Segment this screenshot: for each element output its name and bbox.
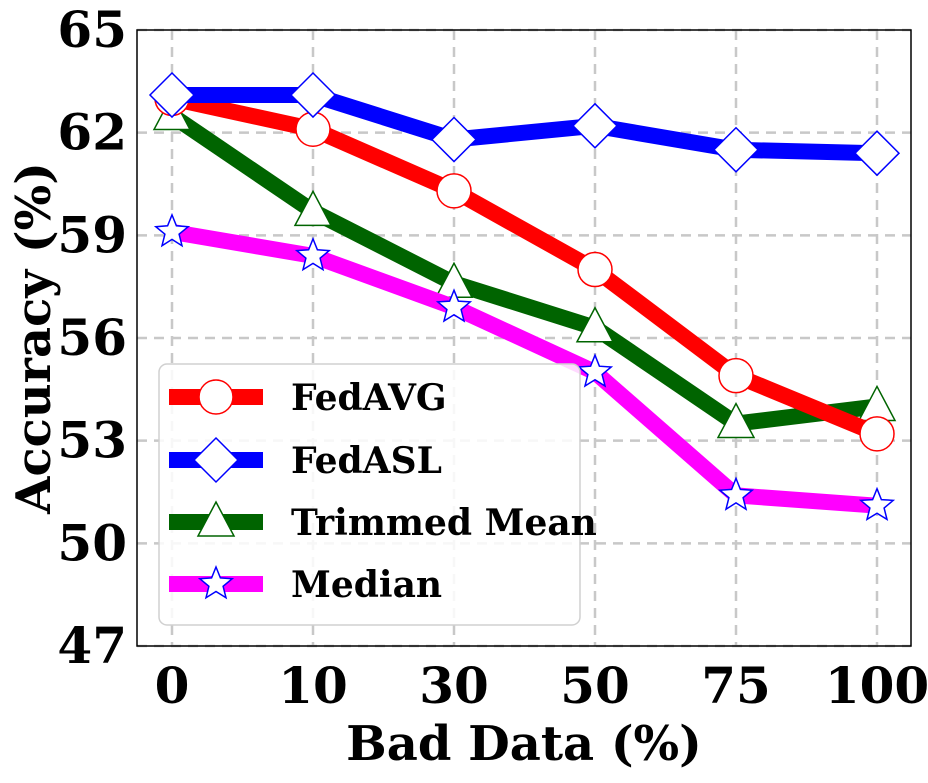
series-line	[170, 224, 878, 514]
data-point-star	[153, 212, 191, 248]
x-tick-label: 100	[825, 656, 928, 715]
series-fedavg	[154, 80, 895, 452]
legend-marker-circle	[198, 379, 234, 415]
series-line	[172, 87, 878, 162]
legend-item: Trimmed Mean	[169, 500, 597, 544]
y-tick-label: 65	[57, 0, 127, 59]
x-tick-label: 75	[701, 656, 771, 715]
tick-labels: 0 10 30 50 75 100 47 50 53 56 59 62 65	[57, 0, 928, 715]
legend-item: Median	[169, 564, 442, 606]
data-point-diamond	[148, 71, 196, 119]
x-tick-label: 10	[278, 656, 348, 715]
legend-item: FedAVG	[169, 377, 447, 419]
legend-marker-star	[197, 564, 235, 600]
series-line	[167, 108, 878, 432]
y-tick-label: 56	[57, 308, 127, 367]
legend-marker-diamond	[192, 436, 240, 484]
legend-label: Median	[291, 564, 442, 606]
x-axis-label: Bad Data (%)	[346, 716, 702, 772]
data-point-circle	[436, 173, 472, 209]
data-point-diamond	[712, 126, 760, 173]
y-axis-label: Accuracy (%)	[6, 162, 62, 515]
data-point-diamond	[571, 102, 619, 149]
series-layer	[148, 71, 901, 522]
y-tick-label: 53	[57, 411, 127, 470]
series-fedasl	[148, 71, 901, 177]
data-point-triangle	[293, 189, 333, 227]
legend-label: Trimmed Mean	[291, 502, 597, 544]
data-point-diamond	[289, 71, 337, 119]
data-point-circle	[718, 357, 754, 394]
y-tick-label: 50	[57, 513, 127, 572]
y-tick-label: 62	[57, 103, 127, 162]
data-point-star	[858, 486, 896, 522]
data-point-diamond	[853, 130, 901, 177]
data-point-triangle	[575, 306, 615, 343]
x-tick-label: 50	[560, 656, 630, 715]
legend-label: FedASL	[291, 440, 442, 482]
y-tick-label: 59	[57, 205, 127, 264]
plot-frame	[136, 29, 912, 647]
data-point-triangle	[716, 401, 756, 439]
x-tick-label: 30	[419, 656, 489, 715]
data-point-star	[294, 236, 332, 272]
legend-box	[158, 363, 581, 626]
data-point-diamond	[430, 116, 478, 163]
legend-label: FedAVG	[291, 377, 447, 419]
data-point-circle	[577, 251, 613, 288]
series-line	[170, 90, 881, 442]
data-point-star	[435, 288, 473, 323]
data-point-circle	[859, 416, 895, 452]
series-median	[153, 212, 896, 522]
legend: FedAVG FedASL Trimmed Mean Median	[158, 363, 597, 626]
legend-marker-triangle	[196, 500, 236, 537]
data-point-star	[717, 476, 755, 511]
y-tick-label: 47	[57, 616, 127, 675]
legend-item: FedASL	[169, 436, 442, 484]
x-tick-label: 0	[155, 656, 190, 715]
data-point-star	[576, 353, 614, 388]
